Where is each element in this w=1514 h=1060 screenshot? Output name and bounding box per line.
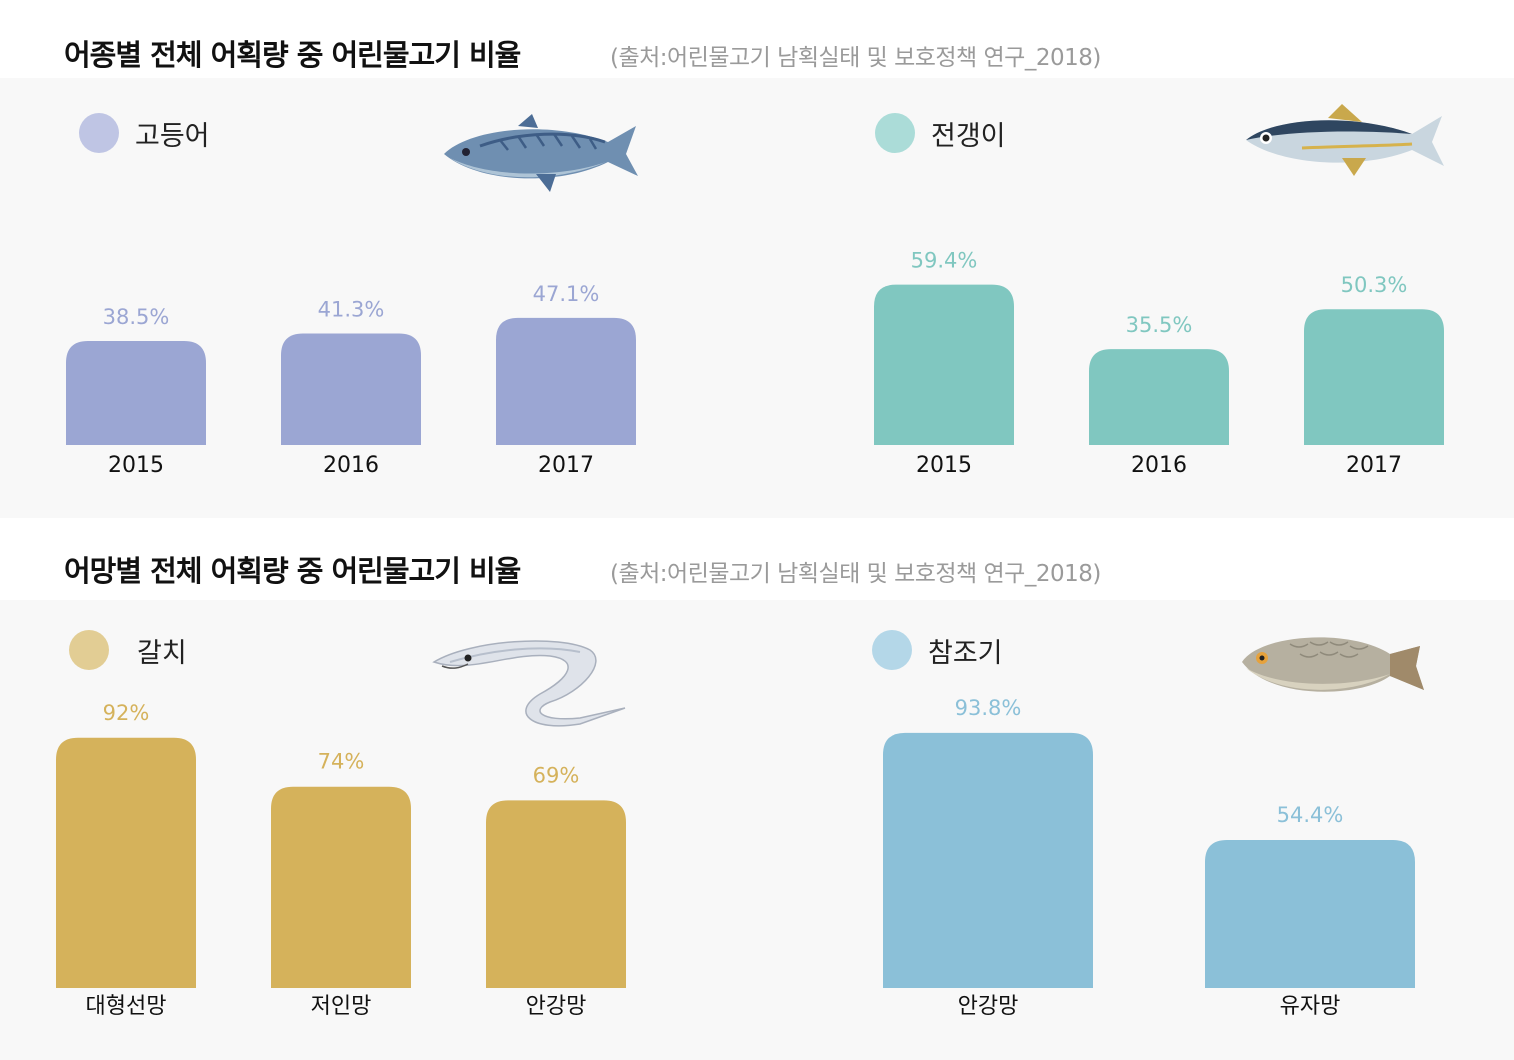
category-label: 2017 [1346, 453, 1402, 478]
bar-value-label: 50.3% [1341, 273, 1408, 297]
bar-1 [1205, 840, 1415, 988]
category-label: 2017 [538, 453, 594, 478]
legend-dot-horse-mackerel [875, 113, 915, 153]
legend-hairtail: 갈치 [69, 630, 187, 670]
mackerel-fish-icon [444, 114, 638, 192]
bar-0 [56, 737, 196, 988]
legend-label-mackerel: 고등어 [135, 120, 210, 152]
legend-dot-croaker [872, 630, 912, 670]
bar-2 [496, 317, 636, 445]
category-label: 2015 [916, 453, 972, 478]
bar-1 [271, 786, 411, 988]
legend-mackerel: 고등어 [79, 113, 210, 153]
bar-value-label: 92% [103, 701, 150, 725]
bar-0 [66, 341, 206, 445]
horse-mackerel-fish-icon [1246, 104, 1444, 176]
bar-0 [883, 732, 1093, 988]
bar-value-label: 93.8% [955, 696, 1022, 720]
bar-1 [281, 333, 421, 445]
legend-dot-mackerel [79, 113, 119, 153]
legend-label-hairtail: 갈치 [137, 637, 187, 669]
legend-label-croaker: 참조기 [928, 637, 1003, 669]
yellow-croaker-fish-icon [1242, 637, 1424, 692]
category-label: 안강망 [526, 994, 587, 1019]
section-source-species: (출처:어린물고기 남획실태 및 보호정책 연구_2018) [610, 45, 1101, 71]
category-label: 저인망 [311, 994, 372, 1019]
bar-value-label: 59.4% [911, 249, 978, 273]
legend-label-horse-mackerel: 전갱이 [931, 120, 1006, 152]
bar-value-label: 38.5% [103, 305, 170, 329]
category-label: 2016 [323, 453, 379, 478]
section-title-net-type: 어망별 전체 어획량 중 어린물고기 비율 [64, 554, 521, 588]
category-label: 안강망 [958, 994, 1019, 1019]
bar-value-label: 69% [533, 763, 580, 787]
category-label: 유자망 [1280, 994, 1341, 1019]
hairtail-fish-icon [432, 640, 626, 727]
legend-horse-mackerel: 전갱이 [875, 113, 1006, 153]
legend-croaker: 참조기 [872, 630, 1003, 670]
legend-dot-hairtail [69, 630, 109, 670]
bar-value-label: 54.4% [1277, 803, 1344, 827]
bar-0 [874, 284, 1014, 445]
top-panel-background [0, 78, 1514, 518]
category-label: 2015 [108, 453, 164, 478]
category-label: 2016 [1131, 453, 1187, 478]
section-source-net-type: (출처:어린물고기 남획실태 및 보호정책 연구_2018) [610, 561, 1101, 587]
bar-value-label: 35.5% [1126, 313, 1193, 337]
bar-2 [486, 800, 626, 988]
bar-value-label: 41.3% [318, 297, 385, 321]
section-title-species: 어종별 전체 어획량 중 어린물고기 비율 [64, 38, 521, 72]
bar-value-label: 74% [318, 750, 365, 774]
bar-2 [1304, 309, 1444, 445]
bar-1 [1089, 349, 1229, 445]
category-label: 대형선망 [86, 994, 167, 1019]
bar-value-label: 47.1% [533, 282, 600, 306]
